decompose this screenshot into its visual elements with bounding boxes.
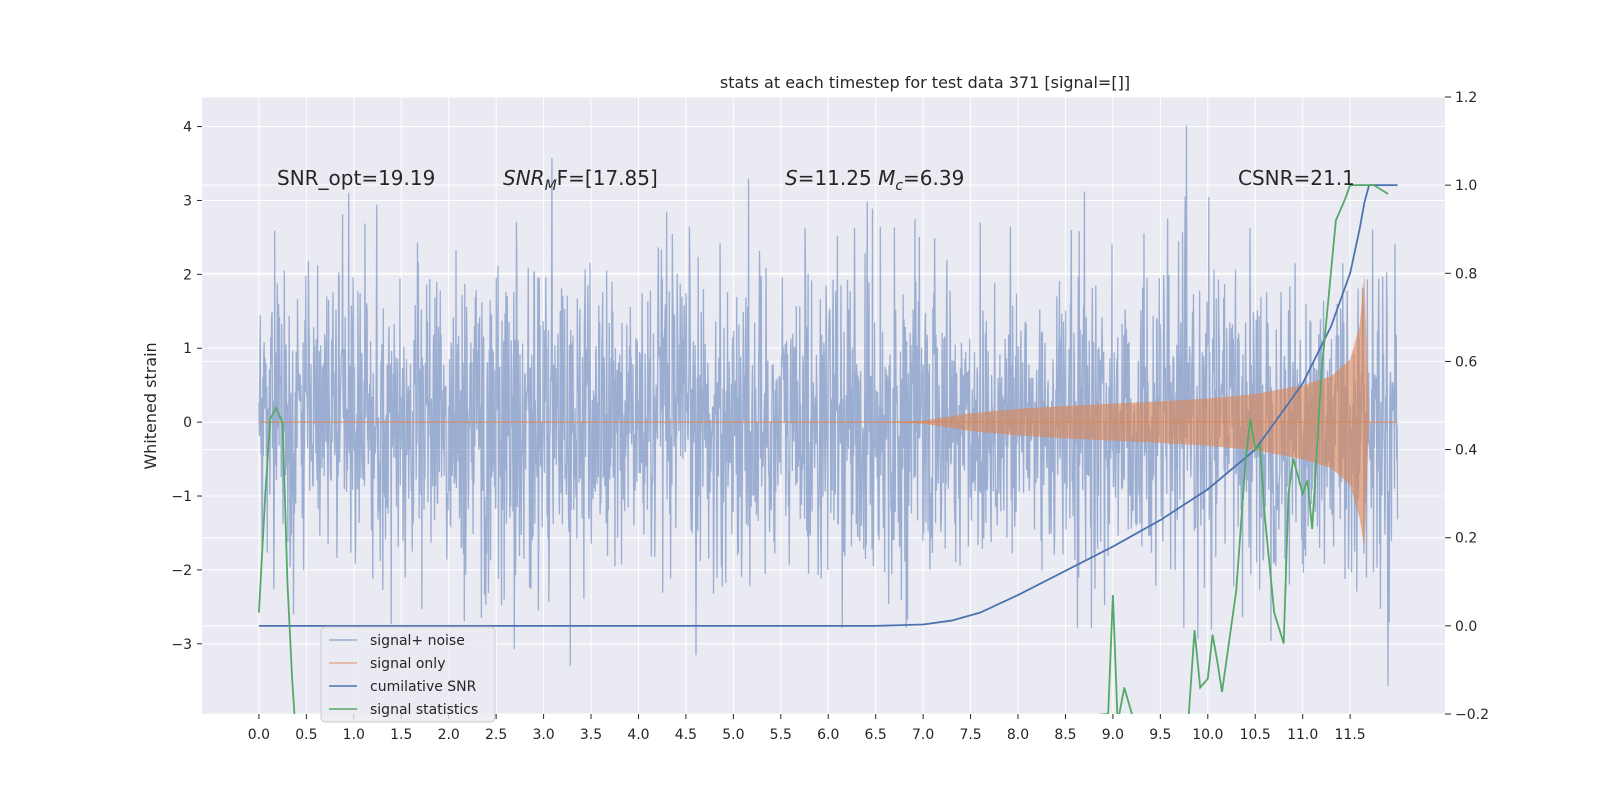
annotation-s-main: S: [785, 166, 798, 190]
x-tick-label: 9.5: [1149, 727, 1171, 743]
legend-label-signal-only: signal only: [370, 656, 445, 672]
legend-label-cumulative-snr: cumilative SNR: [370, 679, 477, 695]
x-tick-label: 0.5: [295, 727, 317, 743]
x-tick-label: 1.5: [390, 727, 412, 743]
legend-entry-cumulative-snr: cumilative SNR: [329, 679, 477, 695]
legend-entry-signal-noise: signal+ noise: [329, 633, 465, 649]
y2-tick-label: −0.2: [1455, 707, 1489, 723]
x-tick-label: 11.0: [1287, 727, 1318, 743]
x-tick-label: 3.5: [580, 727, 602, 743]
y-axis-label: Whitened strain: [141, 342, 160, 469]
annotation-s-mc: S=11.25 Mc=6.39: [785, 166, 964, 194]
series-signal-statistics: [258, 184, 1389, 714]
x-tick-label: 9.0: [1102, 727, 1124, 743]
chart-title: stats at each timestep for test data 371…: [720, 73, 1130, 92]
annotation-snr-mf: SNRMF=[17.85]: [503, 166, 658, 194]
x-tick-label: 7.5: [959, 727, 981, 743]
series-cumulative-snr: [258, 184, 1398, 627]
x-tick-label: 7.0: [912, 727, 934, 743]
legend-entry-signal-only: signal only: [329, 656, 445, 672]
y2-tick-label: 0.0: [1455, 619, 1477, 635]
y-tick-label: 2: [183, 267, 192, 283]
y2-tick-label: 1.0: [1455, 178, 1477, 194]
x-tick-label: 11.5: [1335, 727, 1366, 743]
annotation-snr-mf-rest: F=[17.85]: [557, 166, 658, 190]
x-tick-label: 0.0: [248, 727, 270, 743]
data-layer: [258, 125, 1399, 714]
x-tick-label: 1.0: [343, 727, 365, 743]
legend-frame: [320, 626, 496, 723]
y2-tick-label: 0.6: [1455, 354, 1477, 370]
x-tick-label: 3.0: [532, 727, 554, 743]
x-tick-label: 10.0: [1192, 727, 1223, 743]
annotation-csnr: CSNR=21.1: [1238, 166, 1355, 190]
annotation-s-rest: =11.25: [798, 166, 878, 190]
x-tick-label: 8.0: [1007, 727, 1029, 743]
y-tick-label: −1: [171, 489, 192, 505]
x-tick-label: 10.5: [1240, 727, 1271, 743]
y-tick-label: 1: [183, 341, 192, 357]
annotation-mc-main: M: [878, 166, 895, 190]
axis-ticks: 0.0 0.5 1.0 1.5 2.0 2.5 3.0 3.5 4.0 4.5 5.0 5.5 6.0 6…: [171, 90, 1489, 743]
x-tick-label: 6.5: [865, 727, 887, 743]
annotation-snr-mf-main: SNR: [503, 166, 545, 190]
plot-area: 0.0 0.5 1.0 1.5 2.0 2.5 3.0 3.5 4.0 4.5 5.0 5.5 6.0 6…: [171, 90, 1489, 743]
x-tick-label: 5.0: [722, 727, 744, 743]
series-signal-noise: [258, 125, 1399, 686]
y2-tick-label: 0.4: [1455, 443, 1477, 459]
annotation-mc-rest: =6.39: [903, 166, 964, 190]
annotation-mc-sub: c: [895, 178, 903, 194]
annotations: SNR_opt=19.19 SNRMF=[17.85] S=11.25 Mc=6…: [277, 166, 1355, 194]
y2-tick-label: 0.8: [1455, 266, 1477, 282]
legend-label-signal-statistics: signal statistics: [370, 702, 478, 718]
legend: signal+ noise signal only cumilative SNR…: [320, 626, 496, 723]
annotation-snr-opt: SNR_opt=19.19: [277, 166, 435, 190]
y-tick-label: −2: [171, 563, 192, 579]
x-tick-label: 4.5: [675, 727, 697, 743]
x-tick-label: 8.5: [1054, 727, 1076, 743]
y2-tick-label: 0.2: [1455, 531, 1477, 547]
annotation-snr-mf-sub: M: [545, 178, 557, 194]
y2-tick-label: 1.2: [1455, 90, 1477, 106]
x-tick-label: 4.0: [627, 727, 649, 743]
x-tick-label: 6.0: [817, 727, 839, 743]
x-tick-label: 2.5: [485, 727, 507, 743]
x-tick-label: 5.5: [770, 727, 792, 743]
x-tick-label: 2.0: [438, 727, 460, 743]
legend-label-signal-noise: signal+ noise: [370, 633, 465, 649]
y-tick-label: −3: [171, 637, 192, 653]
series-signal-only-fill: [258, 274, 1398, 548]
y-tick-label: 0: [183, 415, 192, 431]
y-tick-label: 3: [183, 193, 192, 209]
legend-entry-signal-statistics: signal statistics: [329, 702, 478, 718]
y-tick-label: 4: [183, 120, 192, 136]
